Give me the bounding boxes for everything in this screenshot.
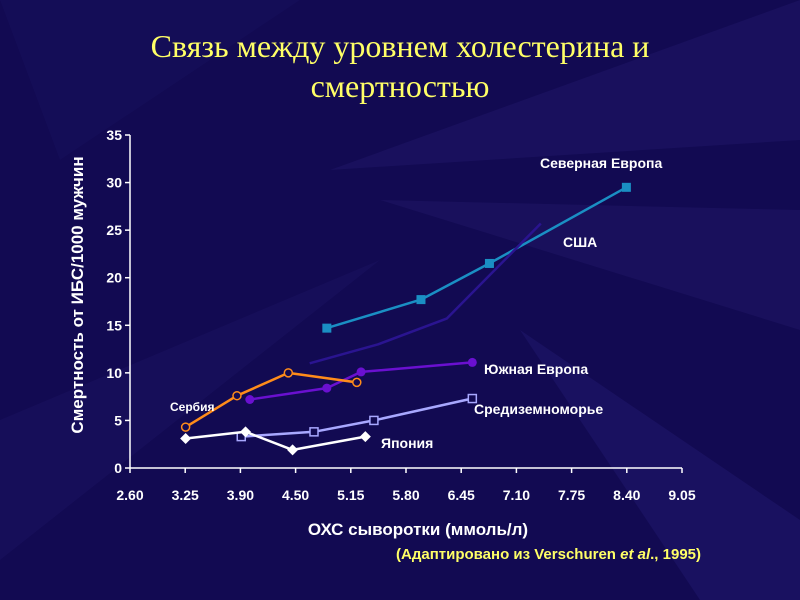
- data-point-marker: [352, 377, 362, 388]
- x-tick-label: 5.15: [337, 487, 364, 503]
- data-point-marker: [180, 422, 191, 432]
- series-label: Средиземноморье: [474, 401, 603, 417]
- slide-title-line1: Связь между уровнем холестерина и: [150, 28, 650, 64]
- y-tick-label: 5: [114, 412, 122, 428]
- y-tick-label: 0: [114, 460, 122, 476]
- x-tick-label: 9.05: [668, 487, 695, 503]
- slide-title-line2: смертностью: [310, 68, 490, 104]
- y-tick-label: 20: [106, 270, 122, 286]
- y-tick-label: 25: [106, 222, 122, 238]
- x-tick-label: 8.40: [613, 487, 640, 503]
- data-point-marker: [322, 323, 332, 333]
- series-line: [241, 397, 473, 438]
- series-line: [184, 371, 357, 429]
- y-tick-label: 30: [106, 175, 122, 191]
- data-point-marker: [232, 390, 242, 401]
- series-line: [185, 430, 366, 452]
- y-tick-label: 15: [106, 317, 122, 333]
- series-label: Сербия: [170, 400, 214, 414]
- data-point-marker: [621, 182, 631, 192]
- data-point-marker: [322, 383, 332, 393]
- x-axis-title: ОХС сыворотки (ммоль/л): [308, 520, 528, 539]
- source-citation: (Адаптировано из Verschuren et al., 1995…: [396, 546, 701, 563]
- series-label: США: [563, 234, 597, 250]
- x-tick-label: 4.50: [282, 487, 309, 503]
- data-point-marker: [467, 357, 477, 367]
- y-tick-label: 35: [106, 127, 122, 143]
- x-tick-label: 3.90: [227, 487, 254, 503]
- data-point-marker: [245, 394, 255, 404]
- data-point-marker: [287, 444, 299, 456]
- source-prefix: (Адаптировано из Verschuren: [396, 546, 621, 563]
- series-label: Южная Европа: [484, 361, 588, 377]
- data-point-marker: [283, 368, 294, 378]
- y-axis-title: Смертность от ИБС/1000 мужчин: [68, 156, 87, 433]
- source-suffix: ., 1995): [650, 546, 702, 563]
- y-tick-label: 10: [106, 365, 122, 381]
- series-line: [326, 186, 628, 330]
- data-point-marker: [484, 258, 494, 268]
- data-point-marker: [309, 427, 319, 437]
- series-label: Япония: [381, 435, 433, 451]
- slide-title: Связь между уровнем холестерина и смертн…: [0, 26, 800, 106]
- source-italic: et al: [620, 546, 651, 563]
- x-tick-label: 7.10: [503, 487, 530, 503]
- data-point-marker: [359, 431, 371, 443]
- x-tick-label: 6.45: [448, 487, 475, 503]
- series-line: [309, 222, 542, 365]
- data-point-marker: [180, 433, 192, 445]
- x-tick-label: 3.25: [172, 487, 199, 503]
- x-tick-label: 7.75: [558, 487, 585, 503]
- x-tick-label: 5.80: [392, 487, 419, 503]
- data-point-marker: [240, 426, 252, 438]
- data-point-marker: [356, 367, 366, 377]
- data-point-marker: [467, 393, 478, 404]
- data-point-marker: [369, 415, 379, 426]
- x-tick-label: 2.60: [116, 487, 143, 503]
- data-point-marker: [416, 295, 426, 305]
- series-label: Северная Европа: [540, 155, 662, 171]
